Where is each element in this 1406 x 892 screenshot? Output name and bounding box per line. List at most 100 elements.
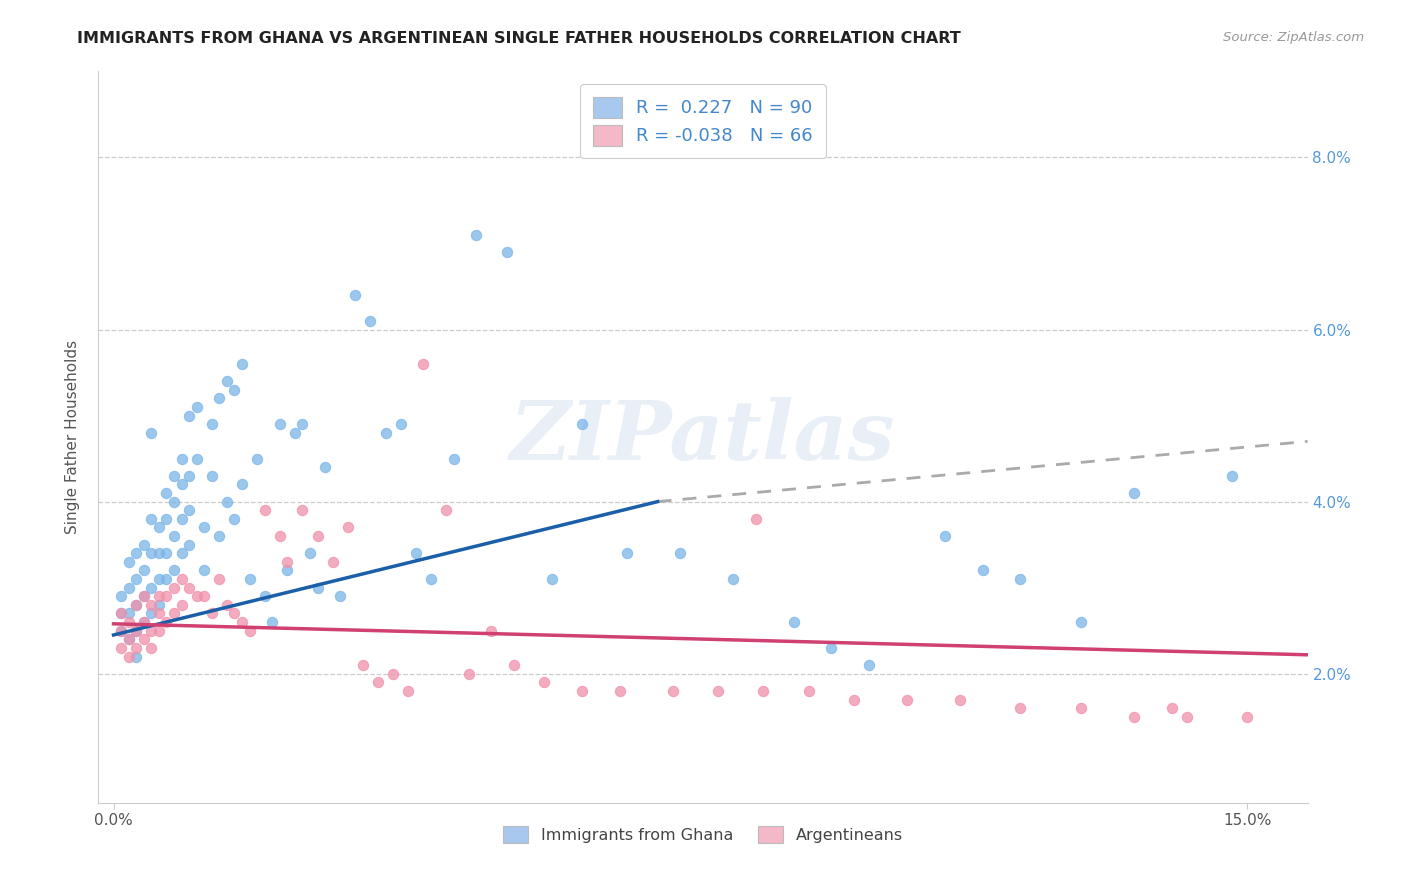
Point xyxy=(179,503,201,517)
Point xyxy=(253,589,276,603)
Point xyxy=(125,546,148,560)
Point xyxy=(752,684,775,698)
Point xyxy=(420,572,443,586)
Point xyxy=(132,615,155,629)
Point xyxy=(132,589,155,603)
Point xyxy=(155,512,177,526)
Point xyxy=(170,477,193,491)
Point xyxy=(269,417,291,432)
Point xyxy=(163,468,186,483)
Point xyxy=(246,451,269,466)
Point xyxy=(224,383,246,397)
Text: IMMIGRANTS FROM GHANA VS ARGENTINEAN SINGLE FATHER HOUSEHOLDS CORRELATION CHART: IMMIGRANTS FROM GHANA VS ARGENTINEAN SIN… xyxy=(77,31,962,46)
Point xyxy=(262,615,284,629)
Point xyxy=(239,572,262,586)
Point xyxy=(141,546,163,560)
Point xyxy=(141,598,163,612)
Point xyxy=(118,649,141,664)
Point xyxy=(389,417,412,432)
Point xyxy=(141,607,163,621)
Point xyxy=(269,529,291,543)
Point xyxy=(1010,701,1032,715)
Point xyxy=(148,546,170,560)
Point xyxy=(201,607,224,621)
Point xyxy=(163,564,186,578)
Point xyxy=(163,529,186,543)
Point xyxy=(155,546,177,560)
Point xyxy=(148,598,170,612)
Point xyxy=(118,555,141,569)
Point xyxy=(1070,701,1092,715)
Point xyxy=(844,692,866,706)
Point xyxy=(669,546,692,560)
Point xyxy=(533,675,555,690)
Point xyxy=(1220,468,1243,483)
Point xyxy=(193,520,215,534)
Point xyxy=(307,581,329,595)
Point xyxy=(1122,486,1144,500)
Point xyxy=(201,417,224,432)
Point xyxy=(820,640,842,655)
Point xyxy=(1010,572,1032,586)
Point xyxy=(118,581,141,595)
Point xyxy=(284,425,307,440)
Point xyxy=(110,607,132,621)
Legend: Immigrants from Ghana, Argentineans: Immigrants from Ghana, Argentineans xyxy=(496,820,910,850)
Point xyxy=(201,468,224,483)
Point xyxy=(949,692,972,706)
Point xyxy=(125,624,148,638)
Point xyxy=(1160,701,1182,715)
Point xyxy=(253,503,276,517)
Point xyxy=(314,460,336,475)
Point xyxy=(155,572,177,586)
Point xyxy=(148,624,170,638)
Point xyxy=(662,684,685,698)
Point xyxy=(616,546,638,560)
Point xyxy=(360,314,382,328)
Point xyxy=(179,581,201,595)
Point xyxy=(118,632,141,647)
Point xyxy=(782,615,804,629)
Point xyxy=(405,546,427,560)
Point xyxy=(276,564,298,578)
Point xyxy=(163,494,186,508)
Point xyxy=(110,624,132,638)
Point xyxy=(723,572,745,586)
Point xyxy=(118,632,141,647)
Point xyxy=(110,607,132,621)
Point xyxy=(208,529,231,543)
Point xyxy=(186,589,208,603)
Point xyxy=(382,666,405,681)
Point xyxy=(231,477,253,491)
Point xyxy=(465,227,488,242)
Point xyxy=(141,581,163,595)
Point xyxy=(896,692,918,706)
Point xyxy=(125,598,148,612)
Point xyxy=(503,658,526,673)
Point xyxy=(571,684,593,698)
Point xyxy=(374,425,396,440)
Point xyxy=(118,607,141,621)
Point xyxy=(125,640,148,655)
Y-axis label: Single Father Households: Single Father Households xyxy=(65,340,80,534)
Point xyxy=(299,546,322,560)
Point xyxy=(352,658,374,673)
Point xyxy=(412,357,434,371)
Point xyxy=(367,675,389,690)
Point xyxy=(307,529,329,543)
Point xyxy=(141,640,163,655)
Point xyxy=(231,615,253,629)
Point xyxy=(208,392,231,406)
Point xyxy=(170,451,193,466)
Point xyxy=(170,546,193,560)
Point xyxy=(193,564,215,578)
Point xyxy=(155,589,177,603)
Point xyxy=(132,589,155,603)
Point xyxy=(231,357,253,371)
Point xyxy=(110,589,132,603)
Point xyxy=(443,451,465,466)
Point xyxy=(1070,615,1092,629)
Point xyxy=(155,615,177,629)
Point xyxy=(141,512,163,526)
Point xyxy=(163,581,186,595)
